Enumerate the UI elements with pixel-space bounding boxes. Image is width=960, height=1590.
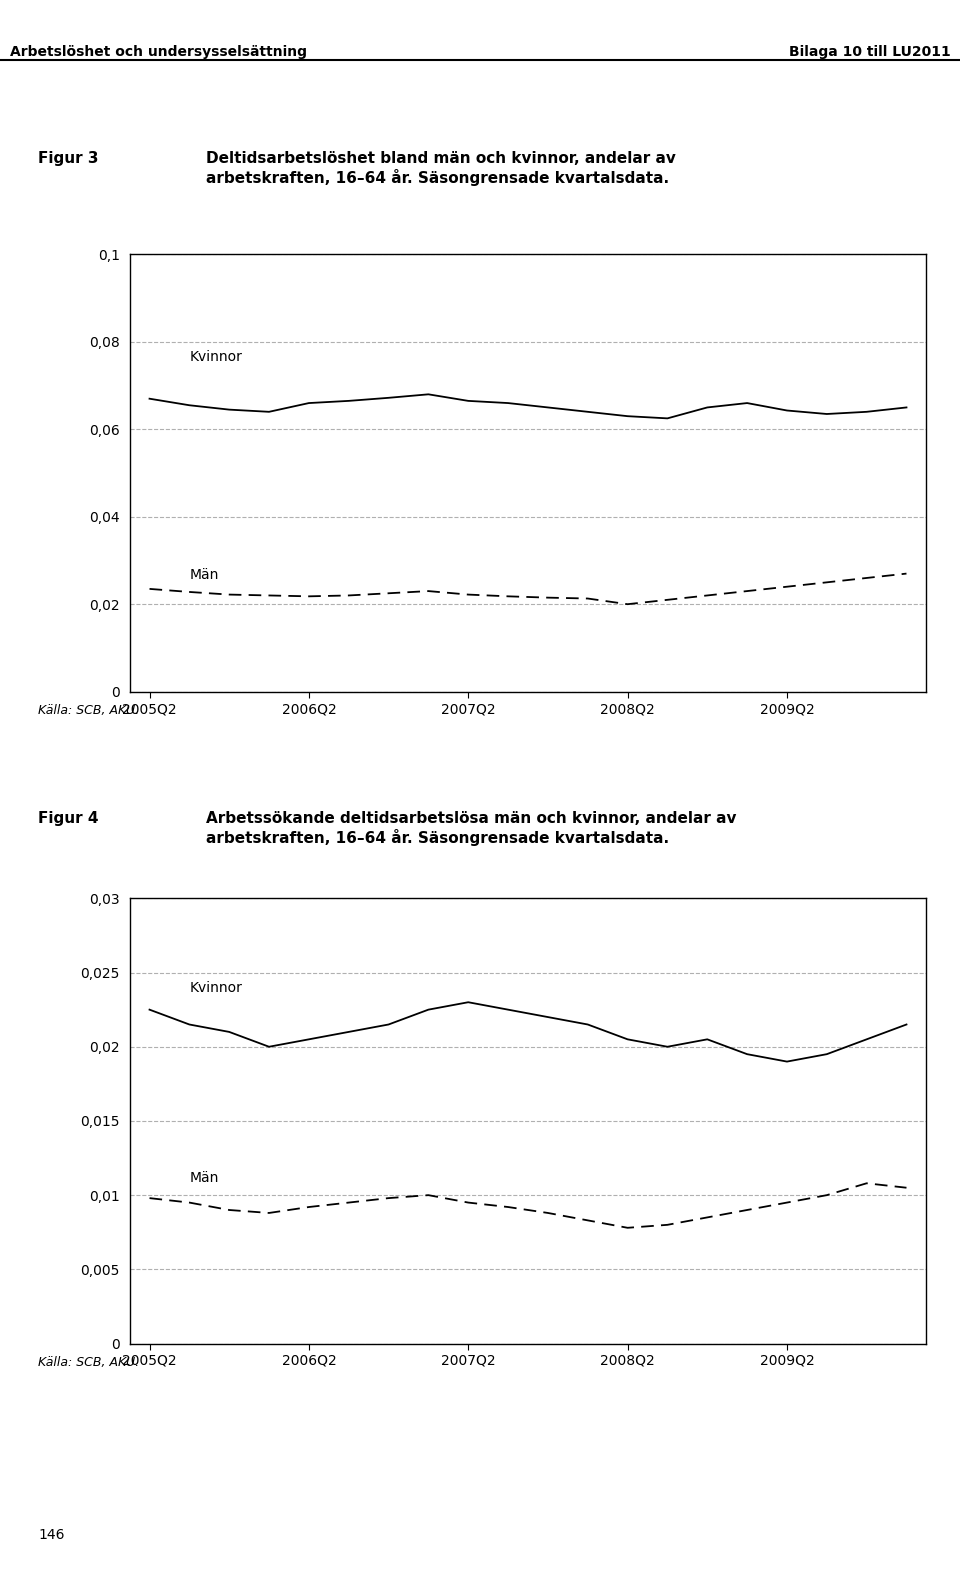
Text: Män: Män bbox=[189, 568, 219, 582]
Text: Kvinnor: Kvinnor bbox=[189, 981, 242, 995]
Text: Källa: SCB, AKU.: Källa: SCB, AKU. bbox=[38, 1356, 139, 1369]
Text: Figur 4: Figur 4 bbox=[38, 811, 99, 825]
Text: Bilaga 10 till LU2011: Bilaga 10 till LU2011 bbox=[789, 45, 950, 59]
Text: Figur 3: Figur 3 bbox=[38, 151, 99, 165]
Text: Arbetssökande deltidsarbetslösa män och kvinnor, andelar av
arbetskraften, 16–64: Arbetssökande deltidsarbetslösa män och … bbox=[206, 811, 737, 846]
Text: Källa: SCB, AKU.: Källa: SCB, AKU. bbox=[38, 704, 139, 717]
Text: Deltidsarbetslöshet bland män och kvinnor, andelar av
arbetskraften, 16–64 år. S: Deltidsarbetslöshet bland män och kvinno… bbox=[206, 151, 676, 186]
Text: Män: Män bbox=[189, 1170, 219, 1185]
Text: 146: 146 bbox=[38, 1528, 65, 1542]
Text: Kvinnor: Kvinnor bbox=[189, 350, 242, 364]
Text: Arbetslöshet och undersysselsättning: Arbetslöshet och undersysselsättning bbox=[10, 45, 306, 59]
